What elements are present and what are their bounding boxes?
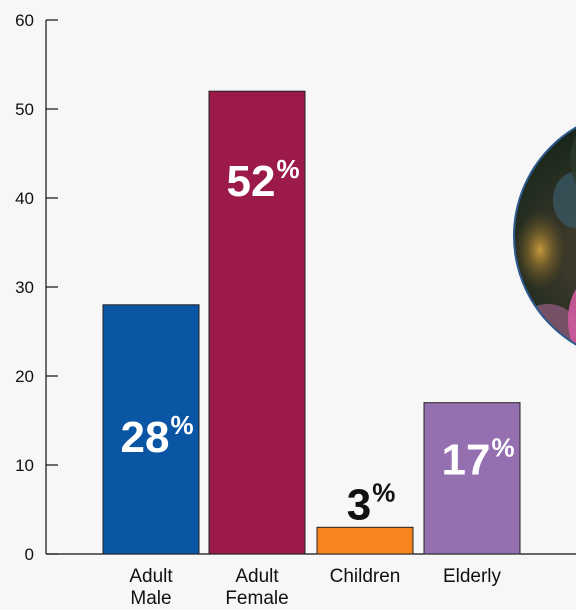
y-tick-label: 0 bbox=[25, 545, 34, 564]
category-label: Elderly bbox=[443, 566, 502, 587]
y-tick-label: 20 bbox=[15, 367, 34, 386]
data-label: 52 bbox=[227, 157, 276, 206]
data-label-percent: % bbox=[276, 154, 299, 184]
data-label: 28 bbox=[121, 413, 170, 462]
data-label: 17 bbox=[442, 436, 491, 485]
category-label: Children bbox=[330, 566, 401, 587]
bar bbox=[208, 90, 306, 555]
data-label: 3 bbox=[347, 480, 371, 529]
y-tick-label: 60 bbox=[15, 11, 34, 30]
axes: 0 10 20 30 40 50 60 bbox=[15, 11, 576, 564]
bar bbox=[102, 304, 200, 555]
data-label-percent: % bbox=[491, 433, 514, 463]
y-tick-label: 50 bbox=[15, 100, 34, 119]
category-label: Adult bbox=[235, 566, 279, 587]
bar bbox=[316, 526, 414, 555]
y-tick-label: 10 bbox=[15, 456, 34, 475]
bar bbox=[423, 402, 521, 555]
bars bbox=[102, 90, 521, 555]
data-labels: 28 %52 %3 %17% bbox=[121, 154, 515, 529]
data-label-percent: % bbox=[372, 477, 395, 507]
data-label-percent: % bbox=[170, 410, 193, 440]
photo-circle-icon bbox=[513, 110, 576, 362]
category-label: Male bbox=[130, 588, 171, 609]
category-label: Female bbox=[225, 588, 288, 609]
y-tick-label: 40 bbox=[15, 189, 34, 208]
y-tick-label: 30 bbox=[15, 278, 34, 297]
category-label: Adult bbox=[129, 566, 173, 587]
